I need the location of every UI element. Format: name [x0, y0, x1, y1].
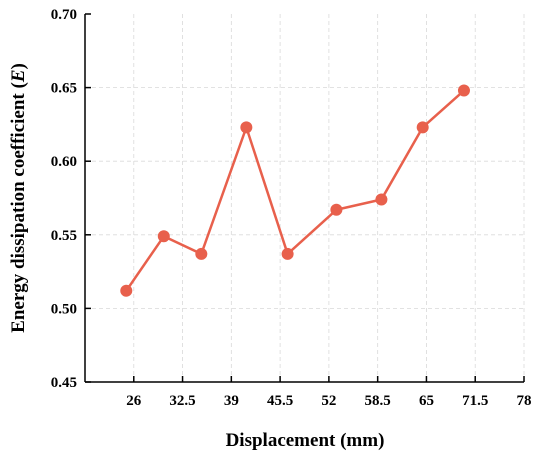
data-point [330, 203, 343, 216]
series-line [125, 89, 465, 292]
x-tick-label: 39 [224, 393, 239, 409]
y-tick-label: 0.45 [51, 375, 77, 391]
x-axis-ticks: 26 32.5 39 45.5 52 58.5 65 71.5 78 [126, 376, 532, 409]
series-layer [120, 84, 470, 297]
y-tick-label: 0.70 [51, 7, 77, 23]
data-point [240, 121, 253, 134]
x-tick-label: 71.5 [462, 393, 488, 409]
x-tick-label: 45.5 [267, 393, 293, 409]
y-axis-title: Energy dissipation coefficient (E) [8, 63, 29, 333]
data-point [457, 84, 470, 97]
y-tick-label: 0.65 [51, 81, 77, 97]
x-tick-label: 78 [517, 393, 532, 409]
x-tick-label: 65 [419, 393, 434, 409]
data-point [157, 230, 170, 243]
x-tick-label: 26 [126, 393, 142, 409]
data-point [195, 247, 208, 260]
y-tick-label: 0.60 [51, 154, 77, 170]
y-axis-title-prefix: Energy dissipation coefficient ( [8, 82, 29, 333]
x-tick-label: 58.5 [365, 393, 391, 409]
data-point [416, 121, 429, 134]
y-axis-title-suffix: ) [8, 63, 29, 69]
data-point [281, 247, 294, 260]
x-tick-label: 52 [321, 393, 336, 409]
data-point [120, 284, 133, 297]
y-tick-label: 0.55 [51, 228, 77, 244]
y-axis-title-variable: E [8, 69, 29, 83]
x-axis-title: Displacement (mm) [226, 430, 385, 451]
grid-lines [85, 14, 525, 382]
data-point [375, 193, 388, 206]
y-axis-ticks: 0.45 0.50 0.55 0.60 0.65 0.70 [51, 7, 91, 391]
x-tick-label: 32.5 [169, 393, 195, 409]
y-tick-label: 0.50 [51, 301, 77, 317]
